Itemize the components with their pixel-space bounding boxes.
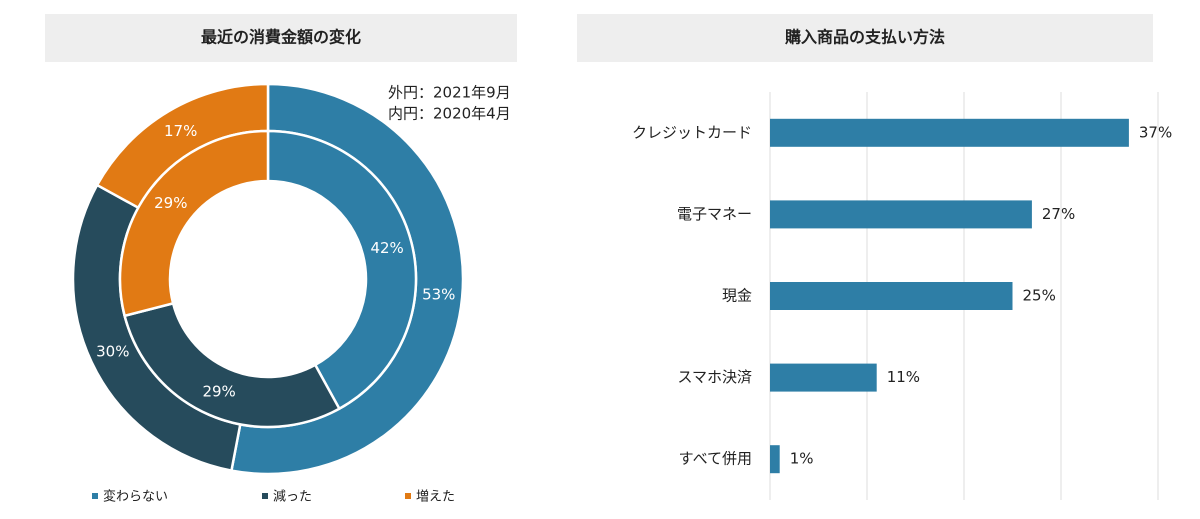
value-label: 37% — [1139, 123, 1172, 141]
legend-label: 変わらない — [103, 489, 168, 505]
chart-title: 購入商品の支払い方法 — [784, 28, 945, 47]
segment-label: 30% — [96, 343, 129, 361]
category-label: クレジットカード — [632, 123, 752, 141]
donut-segment — [266, 129, 418, 411]
legend-swatch — [262, 493, 268, 499]
bar — [770, 363, 877, 392]
donut-segment — [123, 301, 341, 429]
bar — [770, 118, 1129, 147]
title-bar — [577, 14, 1153, 62]
category-label: スマホ決済 — [677, 368, 752, 386]
segment-label: 17% — [164, 122, 197, 140]
category-label: 現金 — [722, 287, 752, 305]
segment-label: 29% — [202, 382, 235, 400]
category-label: すべて併用 — [679, 450, 752, 468]
bar — [770, 200, 1032, 229]
title-bar — [45, 14, 517, 62]
annotation: 外円：2021年9月 — [388, 84, 511, 102]
bar — [770, 282, 1013, 310]
segment-label: 42% — [370, 239, 403, 257]
value-label: 1% — [790, 450, 814, 468]
legend-label: 増えた — [416, 490, 455, 505]
legend-swatch — [405, 493, 411, 499]
segment-label: 53% — [422, 286, 455, 304]
legend-label: 減った — [273, 489, 312, 505]
donut-segment — [118, 129, 270, 318]
segment-label: 29% — [154, 194, 187, 212]
value-label: 25% — [1023, 287, 1056, 305]
category-label: 電子マネー — [677, 205, 752, 223]
value-label: 27% — [1042, 205, 1075, 223]
bar — [770, 445, 780, 474]
legend-swatch — [92, 493, 98, 499]
value-label: 11% — [887, 368, 920, 386]
chart-title: 最近の消費金額の変化 — [201, 28, 361, 47]
annotation: 内円：2020年4月 — [388, 105, 511, 123]
